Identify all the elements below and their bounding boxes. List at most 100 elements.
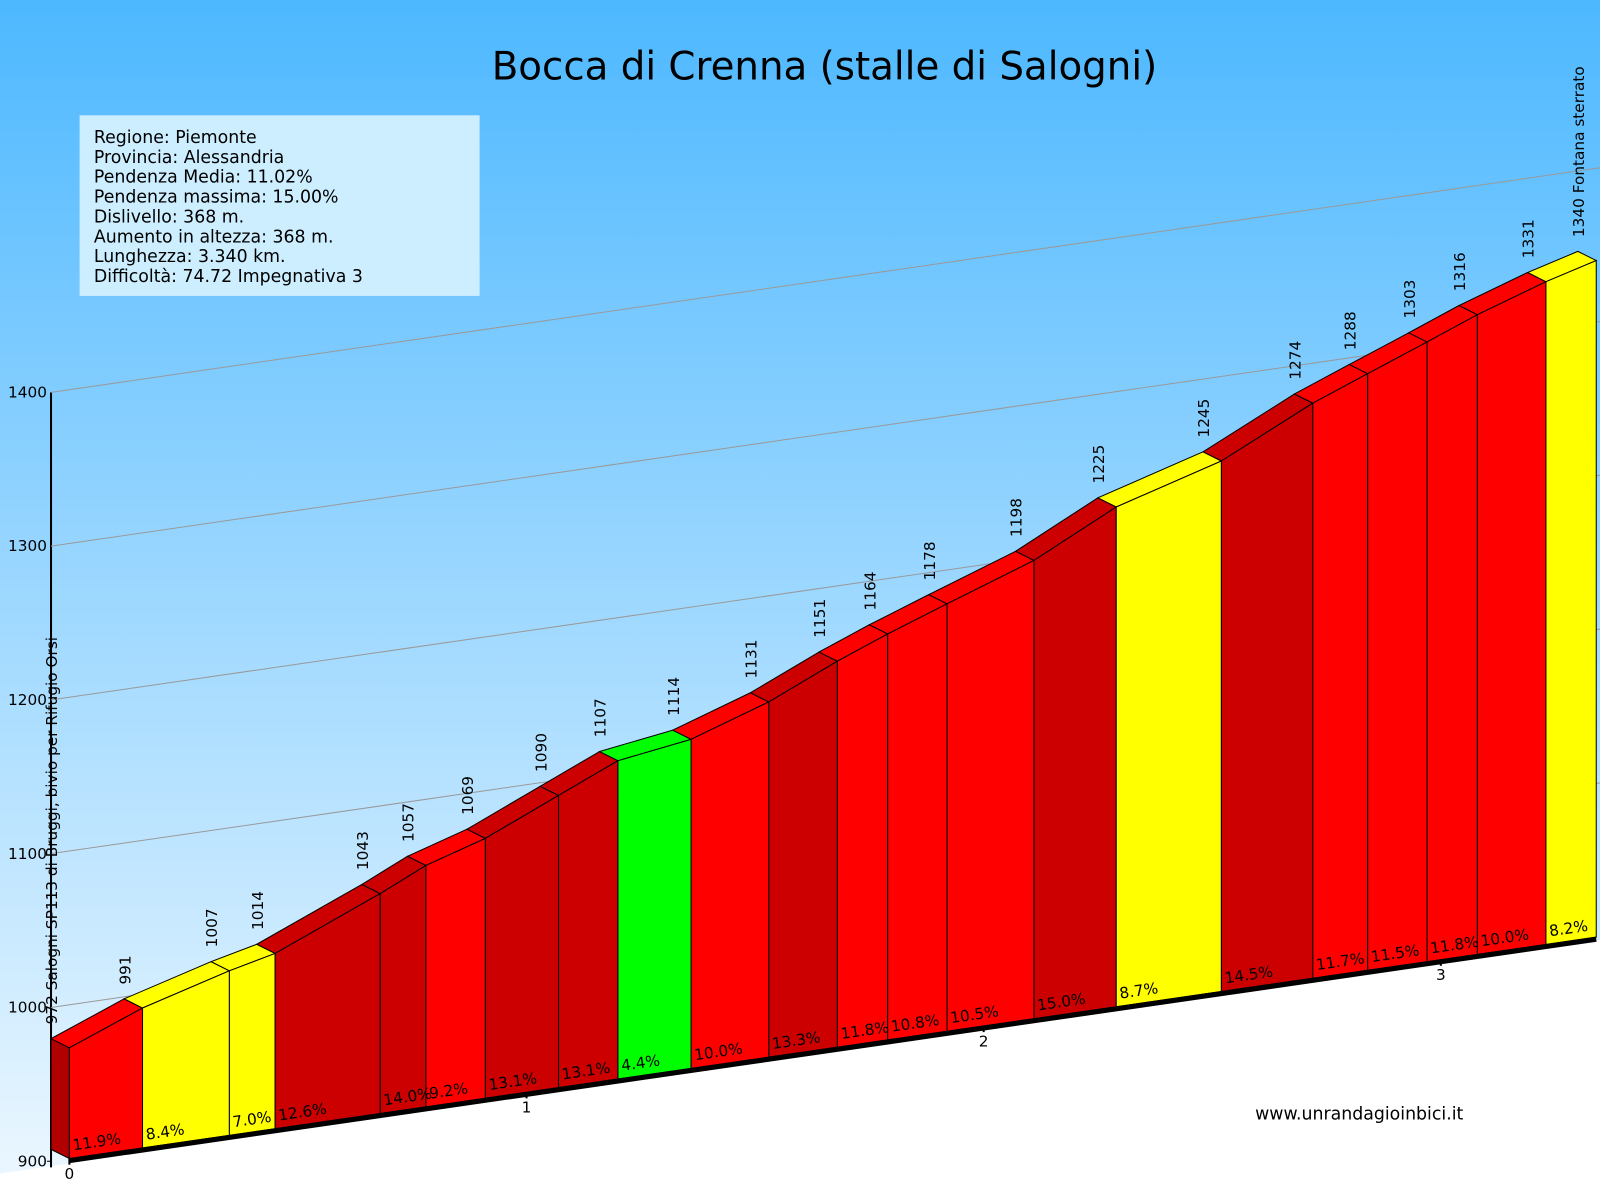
- profile: [49, 250, 1598, 1165]
- info-line: Lunghezza: 3.340 km.: [94, 247, 286, 267]
- elevation-value: 1090: [532, 733, 550, 772]
- elevation-label: 972 Salogni SP113 di Bruggi, bivio per R…: [43, 637, 61, 1024]
- elevation-value: 1014: [249, 891, 267, 930]
- info-line: Pendenza massima: 15.00%: [94, 188, 339, 208]
- column: [1115, 460, 1222, 1008]
- elevation-label: 1069: [459, 776, 477, 815]
- column: [484, 794, 560, 1099]
- elevation-value: 1151: [811, 599, 829, 638]
- gradient-label: 8.4%: [145, 1120, 186, 1143]
- elevation-value: 1007: [203, 908, 221, 947]
- column: [379, 864, 427, 1115]
- x-tick-label: 2: [979, 1032, 989, 1050]
- column: [1312, 372, 1369, 979]
- x-tick-label: 3: [1436, 966, 1446, 984]
- elevation-value: 991: [116, 955, 134, 984]
- elevation-value: 1225: [1090, 445, 1108, 484]
- gradient-label: 8.2%: [1548, 917, 1589, 940]
- column: [768, 660, 838, 1058]
- elevation-label: 1316: [1451, 252, 1469, 291]
- y-tick-label: 1300: [8, 537, 47, 555]
- x-tick-label: 0: [65, 1165, 75, 1183]
- elevation-label: 1014: [249, 891, 267, 930]
- gradient-label: 8.7%: [1118, 979, 1159, 1002]
- y-tick-label: 900: [18, 1152, 47, 1170]
- info-line: Dislivello: 368 m.: [94, 207, 244, 227]
- elevation-label: 1288: [1341, 311, 1359, 350]
- elevation-label: 1057: [400, 803, 418, 842]
- elevation-value: 1274: [1287, 341, 1305, 380]
- elevation-value: 972: [43, 995, 61, 1024]
- elevation-label: 1131: [743, 640, 761, 679]
- column: [946, 559, 1035, 1032]
- info-line: Aumento in altezza: 368 m.: [94, 227, 334, 247]
- info-line: Provincia: Alessandria: [94, 148, 284, 168]
- elevation-label: 1303: [1401, 280, 1419, 319]
- column: [425, 837, 486, 1108]
- column-side: [50, 1037, 70, 1160]
- gradient-label: 9.2%: [428, 1079, 469, 1102]
- grid-line: [50, 321, 1600, 547]
- gradient-label: 4.4%: [620, 1051, 661, 1074]
- info-box: [79, 115, 480, 296]
- elevation-value: 1303: [1401, 280, 1419, 319]
- elevation-label: 1225: [1090, 445, 1108, 484]
- elevation-label: 1043: [354, 831, 372, 870]
- x-axis: [69, 936, 1597, 1164]
- elevation-label: 1178: [921, 541, 939, 580]
- elevation-value: 1245: [1195, 399, 1213, 438]
- gradient-label: 7.0%: [231, 1108, 272, 1131]
- y-tick-label: 1100: [8, 845, 47, 863]
- column: [1367, 341, 1428, 971]
- column: [1476, 280, 1547, 955]
- elevation-label: 1007: [203, 908, 221, 947]
- elevation-value: 1331: [1520, 219, 1538, 258]
- credit: www.unrandagioinbici.it: [1255, 1104, 1463, 1124]
- column: [617, 738, 692, 1080]
- column: [558, 759, 619, 1089]
- elevation-value: 1043: [354, 831, 372, 870]
- floor: [0, 939, 1600, 1200]
- elevation-value: 1198: [1008, 498, 1026, 537]
- column: [1426, 313, 1478, 963]
- column: [1220, 402, 1314, 993]
- elevation-label: 991: [116, 955, 134, 984]
- elevation-value: 1164: [861, 572, 879, 611]
- column: [1033, 506, 1117, 1020]
- info-line: Difficoltà: 74.72 Impegnativa 3: [94, 267, 363, 287]
- info-line: Regione: Piemonte: [94, 128, 257, 148]
- elevation-label: 1151: [811, 599, 829, 638]
- elevation-label: 1164: [861, 572, 879, 611]
- elevation-label: 1331: [1520, 219, 1538, 258]
- elevation-value: 1131: [743, 640, 761, 679]
- elevation-label: 1245: [1195, 399, 1213, 438]
- elevation-label: 1274: [1287, 341, 1305, 380]
- point-name: Fontana sterrato: [1570, 66, 1588, 193]
- grid-line: [50, 167, 1600, 393]
- elevation-value: 1340: [1570, 198, 1588, 237]
- y-tick-label: 1200: [8, 691, 47, 709]
- elevation-value: 1069: [459, 776, 477, 815]
- elevation-value: 1107: [592, 698, 610, 737]
- chart-title: Bocca di Crenna (stalle di Salogni): [492, 45, 1158, 90]
- elevation-label: 1090: [532, 733, 550, 772]
- column: [836, 633, 889, 1048]
- column: [690, 701, 770, 1070]
- elevation-label: 1107: [592, 698, 610, 737]
- elevation-value: 1316: [1451, 252, 1469, 291]
- y-tick-label: 1400: [8, 383, 47, 401]
- x-tick-label: 1: [522, 1099, 532, 1117]
- elevation-value: 1114: [665, 677, 683, 716]
- column: [1545, 259, 1597, 946]
- column: [887, 602, 948, 1041]
- elevation-label: 1340 Fontana sterrato: [1570, 66, 1588, 237]
- info-line: Pendenza Media: 11.02%: [94, 168, 313, 188]
- elevation-label: 1114: [665, 677, 683, 716]
- y-tick-label: 1000: [8, 999, 47, 1017]
- elevation-value: 1288: [1341, 311, 1359, 350]
- elevation-label: 1198: [1008, 498, 1026, 537]
- elevation-value: 1057: [400, 803, 418, 842]
